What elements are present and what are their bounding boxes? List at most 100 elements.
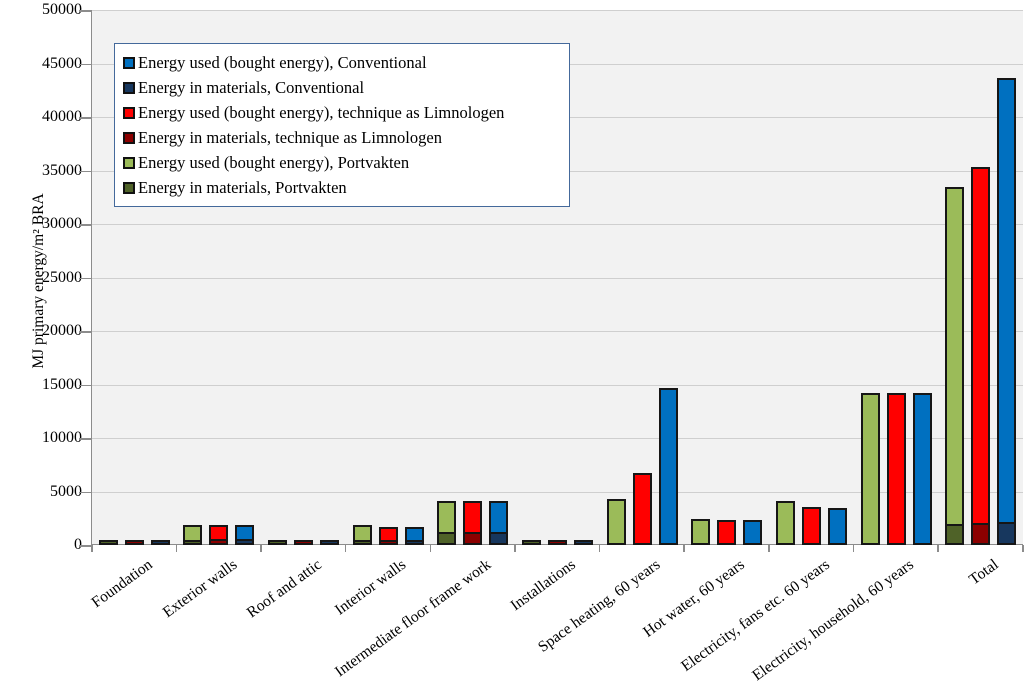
- gridline: [92, 491, 1023, 493]
- y-axis-tick: [79, 63, 91, 65]
- bar-segment-used: [463, 501, 483, 534]
- y-axis-tick: [79, 277, 91, 279]
- gridline: [92, 10, 1023, 11]
- x-axis-tick: [91, 545, 93, 552]
- bar-segment-used: [971, 167, 991, 525]
- bar-segment-materials: [522, 540, 541, 545]
- bar-segment-used: [912, 393, 932, 545]
- x-axis-label: Total: [966, 556, 1002, 589]
- x-axis-tick: [175, 545, 178, 552]
- gridline: [92, 277, 1023, 279]
- x-axis-label: Interior walls: [332, 556, 410, 619]
- legend-swatch-icon: [123, 81, 135, 94]
- legend-item-label: Energy used (bought energy), technique a…: [138, 102, 505, 122]
- x-axis-tick: [598, 545, 601, 552]
- x-axis-tick: [260, 545, 262, 552]
- legend-item-label: Energy used (bought energy), Portvakten: [138, 152, 410, 172]
- legend-item: Energy used (bought energy), technique a…: [123, 100, 561, 125]
- x-axis-label: Installations: [507, 556, 579, 615]
- y-axis-tick-label: 40000: [42, 108, 82, 125]
- y-axis-tick: [79, 384, 91, 386]
- y-axis-tick: [79, 438, 91, 440]
- bar-segment-materials: [971, 523, 991, 545]
- x-axis-tick: [937, 545, 939, 552]
- bar-segment-materials: [945, 524, 965, 545]
- bar-segment-used: [717, 520, 737, 545]
- bar-segment-materials: [997, 522, 1017, 545]
- bar-segment-materials: [320, 540, 340, 545]
- gridline: [92, 224, 1023, 225]
- bar-segment-used: [632, 473, 652, 545]
- y-axis-tick-label: 10000: [42, 429, 82, 446]
- bar-segment-used: [209, 525, 229, 541]
- legend-item-label: Energy in materials, technique as Limnol…: [138, 127, 442, 147]
- x-axis-tick: [1022, 545, 1024, 552]
- bar-segment-used: [945, 187, 965, 526]
- bar-segment-used: [183, 525, 203, 542]
- bar-segment-used: [437, 501, 457, 534]
- y-axis-tick: [79, 491, 91, 493]
- y-axis-tick-label: 5000: [50, 482, 82, 500]
- bar-segment-used: [775, 501, 795, 545]
- legend-swatch-icon: [123, 181, 135, 194]
- bar-segment-used: [827, 508, 847, 545]
- bar-segment-materials: [268, 540, 288, 545]
- bar-segment-used: [404, 527, 424, 542]
- legend-item: Energy in materials, Portvakten: [123, 175, 561, 200]
- y-axis-tick-label: 30000: [42, 215, 82, 232]
- x-axis-label: Roof and attic: [243, 556, 325, 622]
- legend-item: Energy in materials, technique as Limnol…: [123, 125, 561, 150]
- bar-segment-used: [997, 78, 1017, 524]
- bar-segment-materials: [98, 540, 118, 545]
- y-axis-tick-label: 15000: [42, 375, 82, 393]
- legend-swatch-icon: [123, 106, 135, 119]
- bar-segment-used: [235, 525, 255, 541]
- bar-segment-used: [606, 499, 626, 545]
- x-axis-tick: [514, 545, 516, 552]
- legend-item: Energy used (bought energy), Conventiona…: [123, 50, 561, 75]
- x-axis-label: Exterior walls: [159, 556, 240, 622]
- x-axis-label: Electricity, household, 60 years: [749, 556, 918, 685]
- y-axis-tick: [79, 545, 91, 547]
- legend-item: Energy used (bought energy), Portvakten: [123, 150, 561, 175]
- bar-segment-materials: [574, 540, 593, 545]
- bar-segment-used: [801, 507, 821, 545]
- x-axis-tick: [344, 545, 347, 552]
- bar-segment-used: [352, 525, 372, 542]
- bar-segment-used: [886, 393, 906, 545]
- y-axis-tick: [79, 117, 91, 119]
- x-axis-tick: [429, 545, 432, 552]
- bar-segment-used: [860, 393, 880, 545]
- legend-item-label: Energy in materials, Portvakten: [138, 177, 347, 197]
- y-axis-tick-label: 50000: [42, 1, 82, 18]
- legend-swatch-icon: [123, 156, 135, 169]
- legend-swatch-icon: [123, 131, 135, 144]
- y-axis-tick-label: 45000: [42, 54, 82, 72]
- y-axis-tick-label: 25000: [42, 268, 82, 286]
- bar-segment-used: [378, 527, 398, 542]
- bar-segment-materials: [294, 540, 314, 545]
- gridline: [92, 384, 1023, 386]
- y-axis-tick: [79, 10, 91, 12]
- legend-item-label: Energy used (bought energy), Conventiona…: [138, 52, 427, 72]
- y-axis-tick-label: 35000: [42, 161, 82, 179]
- legend-item: Energy in materials, Conventional: [123, 75, 561, 100]
- y-axis-tick: [79, 224, 91, 226]
- x-axis-label: Electricity, fans etc. 60 years: [677, 556, 833, 675]
- bar-segment-used: [691, 519, 711, 545]
- bar-segment-materials: [150, 540, 170, 545]
- y-axis-tick-label: 0: [74, 536, 82, 553]
- y-axis-tick: [79, 170, 91, 172]
- legend: Energy used (bought energy), Conventiona…: [114, 43, 570, 207]
- legend-swatch-icon: [123, 56, 135, 69]
- bar-segment-materials: [124, 540, 144, 545]
- x-axis-tick: [683, 545, 685, 552]
- x-axis-label: Foundation: [88, 556, 156, 612]
- bar-segment-used: [658, 388, 678, 545]
- legend-item-label: Energy in materials, Conventional: [138, 77, 365, 97]
- x-axis-tick: [768, 545, 770, 552]
- gridline: [92, 438, 1023, 439]
- gridline: [92, 331, 1023, 332]
- bar-segment-materials: [548, 540, 567, 545]
